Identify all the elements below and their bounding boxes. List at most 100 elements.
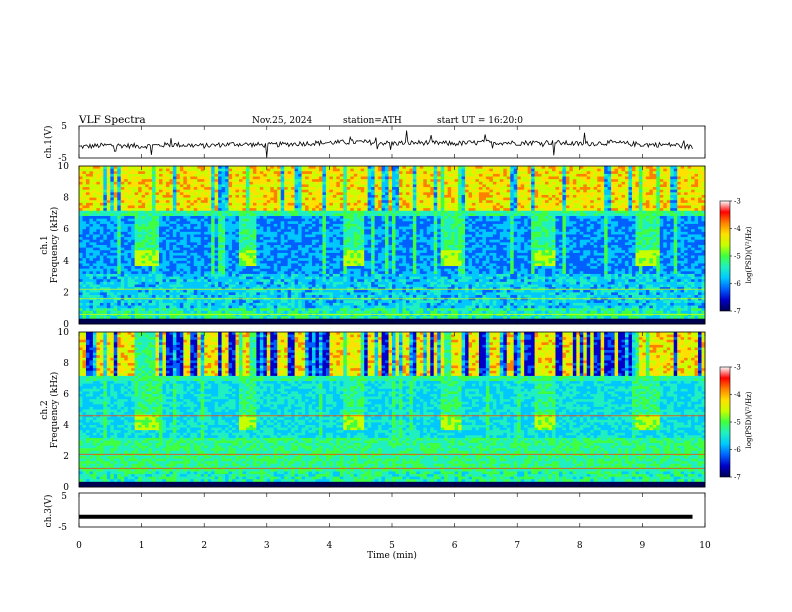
spectrogram-cell: [378, 237, 382, 241]
spectrogram-cell: [145, 213, 149, 217]
spectrogram-cell: [266, 218, 271, 222]
spectrogram-cell: [541, 184, 546, 188]
spectrogram-cell: [106, 197, 111, 201]
spectrogram-cell: [158, 234, 163, 238]
spectrogram-cell: [242, 176, 247, 180]
spectrogram-cell: [611, 200, 615, 204]
spectrogram-cell: [458, 226, 462, 230]
spectrogram-cell: [82, 229, 87, 233]
spectrogram-cell: [489, 229, 494, 233]
spectrogram-cell: [499, 208, 504, 212]
spectrogram-cell: [597, 194, 602, 198]
spectrogram-cell: [204, 168, 209, 172]
spectrogram-cell: [631, 168, 636, 172]
spectrogram-cell: [423, 234, 428, 238]
spectrogram-cell: [357, 179, 362, 183]
spectrogram-cell: [318, 194, 323, 198]
spectrogram-cell: [360, 166, 365, 170]
spectrogram-cell: [388, 234, 393, 238]
spectrogram-cell: [419, 200, 424, 204]
spectrogram-cell: [562, 218, 567, 222]
spectrogram-cell: [471, 192, 476, 196]
spectrogram-cell: [545, 205, 549, 209]
spectrogram-cell: [360, 213, 365, 217]
spectrogram-cell: [614, 179, 619, 183]
spectrogram-cell: [444, 176, 449, 180]
spectrogram-cell: [245, 210, 250, 214]
spectrogram-cell: [520, 200, 525, 204]
spectrogram-cell: [698, 226, 702, 230]
spectrogram-cell: [555, 208, 560, 212]
spectrogram-cell: [186, 179, 191, 183]
spectrogram-cell: [698, 210, 702, 214]
spectrogram-cell: [517, 189, 522, 193]
spectrogram-cell: [245, 208, 250, 212]
spectrogram-cell: [524, 200, 529, 204]
spectrogram-cell: [701, 213, 706, 217]
spectrogram-cell: [517, 210, 522, 214]
spectrogram-cell: [113, 205, 118, 209]
spectrogram-cell: [207, 168, 212, 172]
spectrogram-cell: [465, 218, 469, 222]
spectrogram-cell: [503, 168, 508, 172]
spectrogram-cell: [204, 229, 209, 233]
spectrogram-cell: [148, 171, 153, 175]
spectrogram-cell: [607, 197, 612, 201]
spectrogram-cell: [238, 205, 243, 209]
spectrogram-cell: [120, 166, 125, 170]
spectrogram-cell: [124, 168, 129, 172]
spectrogram-cell: [332, 166, 337, 170]
spectrogram-cell: [127, 176, 132, 180]
spectrogram-cell: [419, 213, 424, 217]
spectrogram-cell: [329, 229, 334, 233]
spectrogram-cell: [492, 237, 497, 241]
spectrogram-cell: [165, 168, 170, 172]
spectrogram-cell: [325, 208, 330, 212]
spectrogram-cell: [638, 184, 643, 188]
spectrogram-cell: [85, 221, 90, 225]
spectrogram-cell: [478, 223, 483, 227]
spectrogram-cell: [113, 234, 118, 238]
spectrogram-cell: [385, 234, 389, 238]
spectrogram-cell: [489, 187, 494, 191]
spectrogram-cell: [183, 221, 188, 225]
spectrogram-cell: [273, 181, 278, 185]
spectrogram-cell: [461, 187, 466, 191]
spectrogram-cell: [656, 210, 661, 214]
spectrogram-cell: [280, 166, 285, 170]
spectrogram-cell: [113, 171, 118, 175]
spectrogram-cell: [103, 202, 108, 206]
spectrogram-cell: [266, 234, 271, 238]
spectrogram-cell: [127, 223, 132, 227]
spectrogram-cell: [82, 223, 87, 227]
spectrogram-cell: [318, 171, 323, 175]
spectrogram-cell: [656, 187, 661, 191]
spectrogram-cell: [684, 194, 689, 198]
spectrogram-cell: [312, 181, 316, 185]
spectrogram-cell: [277, 187, 282, 191]
spectrogram-cell: [117, 237, 122, 241]
spectrogram-cell: [152, 166, 156, 170]
spectrogram-cell: [593, 176, 598, 180]
spectrogram-cell: [252, 202, 257, 206]
spectrogram-cell: [398, 184, 403, 188]
spectrogram-cell: [165, 200, 170, 204]
spectrogram-cell: [89, 229, 94, 233]
spectrogram-cell: [402, 166, 407, 170]
spectrogram-cell: [524, 176, 529, 180]
spectrogram-cell: [211, 197, 216, 201]
spectrogram-cell: [148, 218, 153, 222]
spectrogram-cell: [680, 166, 685, 170]
spectrogram-cell: [583, 179, 588, 183]
spectrogram-cell: [110, 213, 115, 217]
spectrogram-cell: [492, 231, 497, 235]
spectrogram-cell: [325, 179, 330, 183]
spectrogram-cell: [611, 184, 615, 188]
spectrogram-cell: [305, 194, 309, 198]
spectrogram-cell: [92, 218, 97, 222]
spectrogram-cell: [583, 213, 588, 217]
spectrogram-cell: [642, 210, 647, 214]
spectrogram-cell: [298, 194, 302, 198]
spectrogram-cell: [517, 166, 522, 170]
spectrogram-cell: [374, 208, 379, 212]
